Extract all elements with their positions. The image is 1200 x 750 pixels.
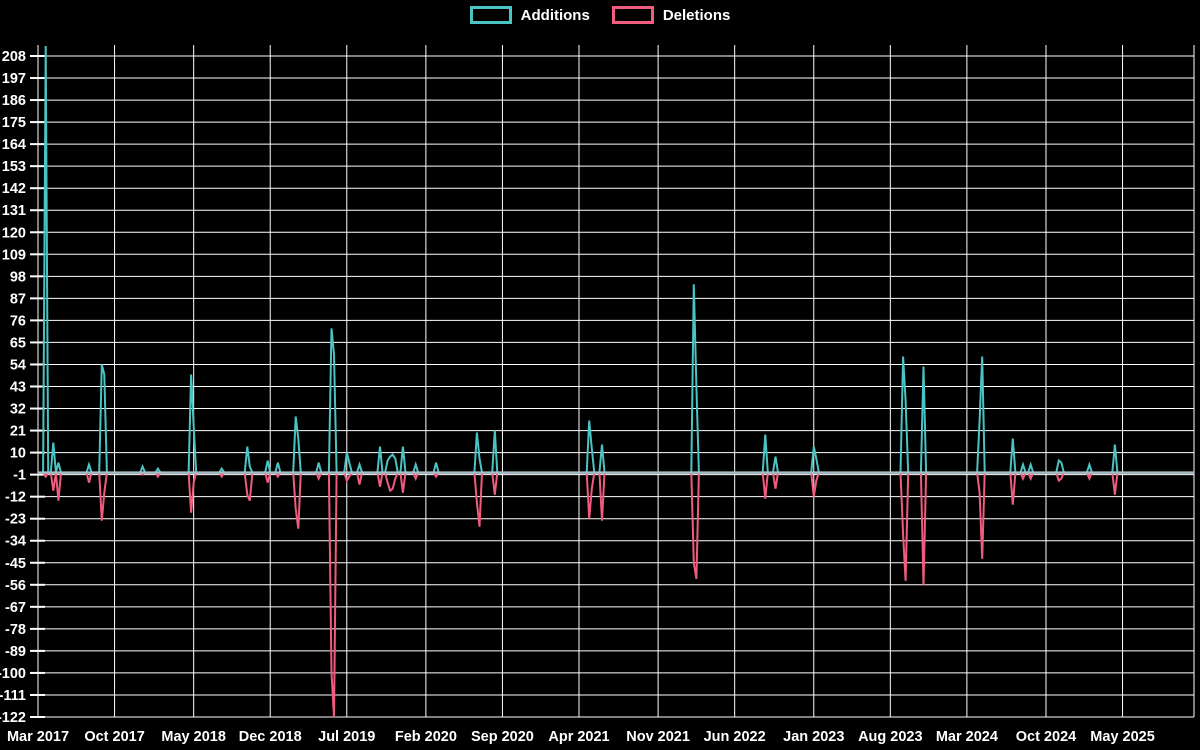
svg-text:Nov 2021: Nov 2021 [626,729,690,745]
svg-text:Dec 2018: Dec 2018 [239,729,302,745]
svg-text:76: 76 [10,313,26,329]
svg-text:Jun 2022: Jun 2022 [704,729,766,745]
chart-legend: Additions Deletions [0,6,1200,24]
svg-text:197: 197 [2,71,26,87]
svg-text:Jan 2023: Jan 2023 [783,729,844,745]
svg-text:131: 131 [2,203,26,219]
legend-item-additions[interactable]: Additions [469,6,590,24]
svg-text:-56: -56 [5,578,26,594]
svg-text:65: 65 [10,335,26,351]
svg-text:98: 98 [10,269,26,285]
svg-text:-23: -23 [5,512,26,528]
svg-text:208: 208 [2,49,26,65]
svg-text:10: 10 [10,446,26,462]
svg-text:-34: -34 [5,534,26,550]
svg-text:May 2018: May 2018 [161,729,226,745]
svg-text:-122: -122 [0,710,26,726]
svg-text:-78: -78 [5,622,26,638]
svg-text:Sep 2020: Sep 2020 [471,729,534,745]
svg-text:May 2025: May 2025 [1090,729,1155,745]
legend-label-deletions: Deletions [662,6,731,24]
svg-text:-89: -89 [5,644,26,660]
svg-text:-1: -1 [13,468,26,484]
svg-text:-45: -45 [5,556,26,572]
svg-text:109: 109 [2,247,26,263]
svg-text:-67: -67 [5,600,26,616]
svg-text:Aug 2023: Aug 2023 [858,729,922,745]
svg-text:175: 175 [2,115,26,131]
legend-label-additions: Additions [520,6,590,24]
svg-text:-12: -12 [5,490,26,506]
svg-text:186: 186 [2,93,26,109]
svg-text:54: 54 [10,357,26,373]
svg-text:Oct 2024: Oct 2024 [1016,729,1076,745]
svg-text:-100: -100 [0,666,26,682]
svg-text:Apr 2021: Apr 2021 [548,729,609,745]
legend-swatch-additions [469,6,512,24]
svg-text:87: 87 [10,291,26,307]
svg-text:142: 142 [2,181,26,197]
svg-text:120: 120 [2,225,26,241]
svg-text:Mar 2017: Mar 2017 [7,729,69,745]
svg-text:43: 43 [10,380,26,396]
svg-text:Feb 2020: Feb 2020 [395,729,457,745]
legend-swatch-deletions [611,6,654,24]
svg-text:164: 164 [2,137,26,153]
svg-text:Jul 2019: Jul 2019 [318,729,375,745]
svg-text:32: 32 [10,402,26,418]
svg-text:Mar 2024: Mar 2024 [936,729,998,745]
svg-text:Oct 2017: Oct 2017 [84,729,144,745]
svg-text:-111: -111 [0,688,26,704]
svg-text:153: 153 [2,159,26,175]
legend-item-deletions[interactable]: Deletions [611,6,731,24]
svg-text:21: 21 [10,424,26,440]
